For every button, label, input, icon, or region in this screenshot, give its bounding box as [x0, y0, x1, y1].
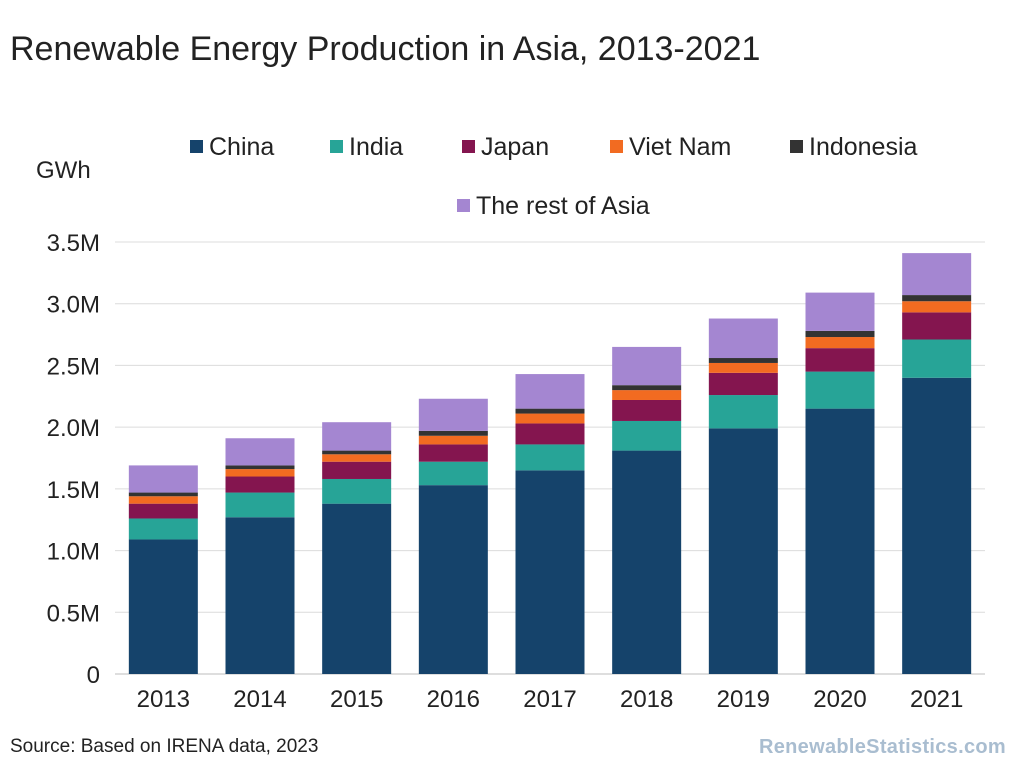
bar-segment-japan: [418, 444, 488, 462]
legend-label: China: [209, 133, 274, 161]
bar-segment-india: [805, 371, 875, 409]
bar-segment-india: [418, 461, 488, 486]
x-tick-label: 2015: [330, 686, 383, 713]
bar-segment-indonesia: [612, 385, 682, 391]
x-tick-label: 2016: [427, 686, 480, 713]
y-tick-label: 2.0M: [47, 415, 100, 442]
bar-segment-indonesia: [902, 295, 972, 302]
bar-segment-viet-nam: [322, 454, 392, 462]
bar-segment-india: [708, 395, 778, 429]
bar-segment-viet-nam: [128, 496, 198, 504]
bar-segment-india: [128, 518, 198, 540]
y-tick-label: 0: [87, 662, 100, 689]
x-tick-label: 2013: [137, 686, 190, 713]
bar-segment-viet-nam: [515, 413, 585, 424]
source-note: Source: Based on IRENA data, 2023: [10, 736, 319, 757]
bar-segment-china: [708, 428, 778, 674]
bar-segment-japan: [128, 503, 198, 519]
bar-segment-china: [612, 450, 682, 674]
legend-label: Indonesia: [809, 133, 918, 161]
bar-segment-china: [225, 517, 295, 674]
bar-segment-the-rest-of-asia: [708, 318, 778, 359]
bar-segment-viet-nam: [805, 337, 875, 349]
bar-segment-japan: [322, 461, 392, 479]
bar-segment-india: [612, 420, 682, 451]
x-tick-label: 2017: [523, 686, 576, 713]
bar-segment-indonesia: [805, 330, 875, 338]
legend-swatch: [457, 199, 470, 212]
bar-segment-the-rest-of-asia: [515, 374, 585, 409]
legend-swatch: [610, 140, 623, 153]
y-axis-ticks: 0 0.5M 1.0M 1.5M 2.0M 2.5M 3.0M 3.5M: [47, 230, 100, 689]
y-tick-label: 2.5M: [47, 353, 100, 380]
x-tick-label: 2018: [620, 686, 673, 713]
bars: [128, 253, 972, 674]
bar-segment-indonesia: [418, 430, 488, 436]
bar-segment-the-rest-of-asia: [902, 253, 972, 296]
bar-segment-china: [902, 377, 972, 674]
x-tick-label: 2020: [813, 686, 866, 713]
bar-segment-china: [515, 470, 585, 674]
bar-segment-japan: [225, 476, 295, 493]
bar-segment-viet-nam: [418, 435, 488, 445]
bar-segment-indonesia: [128, 492, 198, 497]
y-tick-label: 0.5M: [47, 600, 100, 627]
y-axis-unit-label: GWh: [36, 157, 91, 184]
bar-segment-viet-nam: [612, 390, 682, 400]
legend-label: Japan: [481, 133, 549, 161]
bar-segment-japan: [612, 399, 682, 421]
bar-segment-indonesia: [515, 408, 585, 414]
bar-segment-viet-nam: [708, 362, 778, 373]
bar-segment-indonesia: [322, 450, 392, 455]
y-tick-label: 3.0M: [47, 292, 100, 319]
legend-swatch: [330, 140, 343, 153]
legend-label: India: [349, 133, 403, 161]
bar-segment-india: [902, 339, 972, 378]
bar-segment-the-rest-of-asia: [322, 422, 392, 451]
bar-segment-the-rest-of-asia: [418, 398, 488, 431]
legend-label: The rest of Asia: [476, 192, 650, 220]
bar-segment-china: [322, 503, 392, 674]
bar-segment-india: [515, 444, 585, 471]
bar-segment-viet-nam: [225, 469, 295, 477]
bar-segment-viet-nam: [902, 301, 972, 313]
y-tick-label: 1.0M: [47, 539, 100, 566]
bar-segment-the-rest-of-asia: [128, 465, 198, 493]
chart-title: Renewable Energy Production in Asia, 201…: [10, 30, 761, 68]
x-tick-label: 2021: [910, 686, 963, 713]
bar-segment-the-rest-of-asia: [805, 292, 875, 331]
y-tick-label: 1.5M: [47, 477, 100, 504]
legend-swatch: [790, 140, 803, 153]
bar-segment-china: [805, 408, 875, 674]
bar-segment-the-rest-of-asia: [612, 346, 682, 386]
bar-segment-japan: [805, 348, 875, 372]
x-tick-label: 2019: [717, 686, 770, 713]
y-tick-label: 3.5M: [47, 230, 100, 257]
bar-segment-the-rest-of-asia: [225, 438, 295, 466]
legend-swatch: [462, 140, 475, 153]
bar-segment-indonesia: [708, 358, 778, 363]
legend-swatch: [190, 140, 203, 153]
bar-segment-indonesia: [225, 465, 295, 470]
brand-watermark: RenewableStatistics.com: [759, 736, 1006, 758]
legend-label: Viet Nam: [629, 133, 731, 161]
bar-segment-india: [225, 492, 295, 518]
bar-segment-china: [418, 485, 488, 674]
x-axis-ticks: 2013 2014 2015 2016 2017 2018 2019 2020 2021: [137, 686, 964, 713]
legend: China India Japan Viet Nam Indonesia The rest…: [190, 133, 918, 220]
bar-segment-japan: [708, 372, 778, 396]
bar-segment-japan: [902, 312, 972, 340]
x-tick-label: 2014: [233, 686, 286, 713]
bar-segment-japan: [515, 423, 585, 445]
bar-segment-india: [322, 478, 392, 504]
bar-segment-china: [128, 539, 198, 674]
